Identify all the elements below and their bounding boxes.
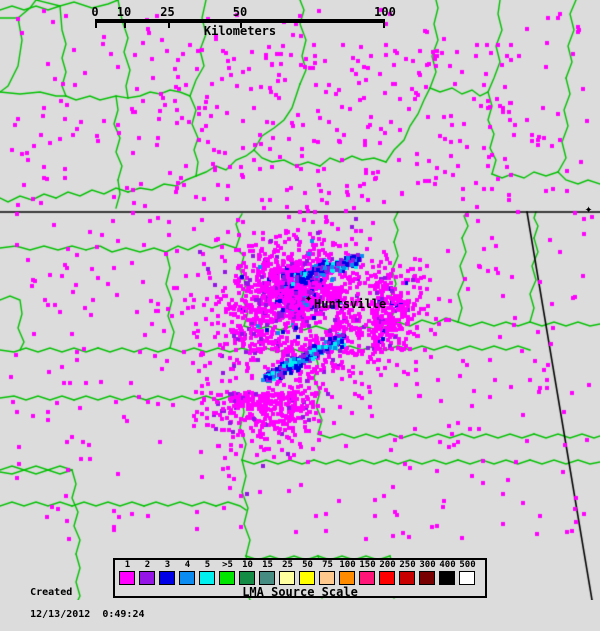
city-point-icon: ✦ (304, 291, 313, 306)
legend-entry-label: 75 (322, 560, 333, 570)
scale-tick (167, 19, 170, 28)
legend-entry-swatch (219, 571, 235, 585)
scale-tick (383, 19, 385, 28)
scale-bar: 0 10 25 50 100 (91, 4, 396, 34)
scale-tick-label: 10 (116, 5, 132, 19)
scale-tick-label: 100 (374, 5, 396, 19)
scale-tick (240, 19, 242, 28)
legend-entry-swatch (199, 571, 215, 585)
legend-entry-label: 150 (359, 560, 376, 570)
legend-entry-label: 10 (242, 560, 253, 570)
scale-tick-label: 25 (160, 5, 175, 19)
legend-entry-swatch (259, 571, 275, 585)
legend-entry-label: 100 (339, 560, 356, 570)
lma-source-scale-legend: 1 2 3 4 5 >5 10 15 25 50 75 100 150 200 250 300 400 500 L… (113, 558, 487, 599)
legend-entry-swatch (139, 571, 155, 585)
legend-entry-label: 200 (379, 560, 396, 570)
legend-entry-swatch (159, 571, 175, 585)
scale-tick-label: 0 (91, 5, 99, 19)
legend-entry-label: 300 (419, 560, 436, 570)
scale-tick-label: 50 (232, 5, 248, 19)
legend-entry-label: 15 (262, 560, 273, 570)
created-label: Created (30, 587, 73, 598)
scale-tick (95, 19, 97, 28)
legend-entry-swatch (439, 571, 455, 585)
legend-entry-label: 4 (184, 560, 191, 570)
legend-entry-swatch (459, 571, 475, 585)
scale-tick (124, 19, 126, 28)
legend-title: LMA Source Scale (242, 585, 358, 599)
legend-entry-swatch (359, 571, 375, 585)
lma-source-points-canvas (0, 0, 600, 600)
legend-entry-swatch (279, 571, 295, 585)
legend-entry-label: 400 (439, 560, 456, 570)
legend-entry-label: 1 (124, 560, 131, 570)
legend-entry-label: 3 (164, 560, 171, 570)
legend-entry-label: 25 (282, 560, 293, 570)
legend-entry-swatch (179, 571, 195, 585)
legend-entry-swatch (399, 571, 415, 585)
legend-entry-label: >5 (222, 560, 233, 570)
legend-entry-label: 2 (144, 560, 151, 570)
created-timestamp: Created 12/13/2012 0:49:24 (6, 576, 144, 631)
legend-entry-swatch (339, 571, 355, 585)
created-value: 12/13/2012 0:49:24 (30, 609, 145, 620)
legend-entry-label: 50 (302, 560, 313, 570)
legend-entry-swatch (119, 571, 135, 585)
legend-entry-swatch (299, 571, 315, 585)
city-label: Huntsville (314, 297, 387, 311)
legend-entry-swatch (319, 571, 335, 585)
legend-entry-swatch (379, 571, 395, 585)
city-point-icon: ✦ (584, 202, 593, 217)
scale-bar-caption: Kilometers (203, 24, 277, 38)
legend-entry-label: 250 (399, 560, 416, 570)
legend-entry-swatch (239, 571, 255, 585)
legend-entry-label: 5 (204, 560, 211, 570)
legend-entry-swatch (419, 571, 435, 585)
legend-entry-label: 500 (459, 560, 476, 570)
